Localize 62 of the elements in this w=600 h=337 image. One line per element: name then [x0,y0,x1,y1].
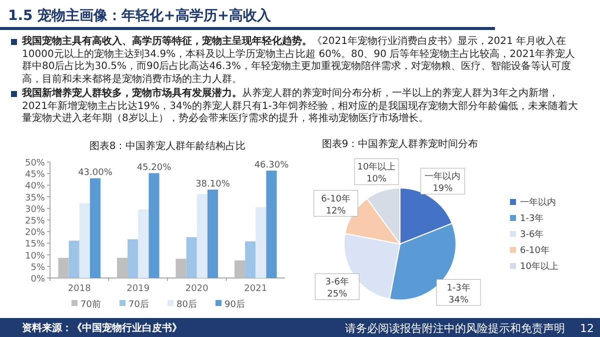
data-label: 12% [326,206,346,216]
x-tick-label: 2018 [68,284,92,294]
legend-label: 3-6年 [520,229,544,240]
bar [266,170,277,278]
chart-title: 图表8：中国养宠人群年龄结构占比 [89,140,246,152]
legend-label: 6-10年 [520,245,550,256]
data-label: 38.10% [196,180,230,190]
legend-label: 70前 [80,299,101,310]
annotation-paragraph: 我国新增养宠人群较多，宠物市场具有发展潜力。从养宠人群的养宠时间分布分析，一半以上的养宠人群为3年之内新增，2021年新增宠物主占比达19%，34%的养宠人群只有1-3年饲养经验，相对应的是我国现存宠物大部分年龄偏低，未来随着大量宠物犬进入老年期（8岁以上），势必会带来医疗需求的提升，将推动宠物医疗市场增长。 [22,88,580,126]
bar [234,260,246,278]
legend-label: 10年以上 [520,261,558,272]
data-label: 45.20% [136,163,172,174]
text: 12 [580,322,594,335]
y-tick-label: 30% [24,204,46,215]
bar [207,190,218,278]
y-tick-label: 50% [24,158,46,168]
slice-label: 一年以内 [424,171,461,182]
legend-label: 70后 [128,299,149,310]
data-label: 46.30% [254,160,290,171]
data-label: 10% [366,174,387,185]
bar [79,203,90,278]
legend-label: 一年以内 [520,197,556,208]
slice-label: 6-10年 [321,193,351,204]
text: 1.5 宠物主画像：年轻化+高学历+高收入 [8,7,272,24]
annotation-paragraph: 我国宠物主具有高收入、高学历等特征，宠物主呈现年轻化趋势。《2021年宠物行业消费白皮书》显示，2021 年月收入在10000元以上的宠物主达到34.9%，本科及以上学历宠物主占比超 60%。80、90 后等年轻宠物主占比较高，2021年养宠人群中80后占比为30.5%，而90后占比高达46.3%，年轻宠物主更加重视宠物陪伴需求，对宠物粮、医疗、智能设备等认可度高，目前和未来都将是宠物消费市场的主力人群。 [22,36,576,86]
y-tick-label: 10% [24,251,46,262]
legend-label: 80后 [176,299,197,310]
x-tick-label: 2019 [126,284,150,294]
data-label: 19% [432,184,454,194]
bar [128,239,138,278]
x-tick-label: 2021 [244,284,268,294]
bar [186,237,197,278]
y-tick-label: 45% [24,170,46,180]
bar [148,173,160,278]
bar [256,207,266,278]
bar [90,178,101,278]
text: 资料来源：《中国宠物行业白皮书》 [22,322,182,334]
chart-title: 图表9：中国养宠人群养宠时间分布 [322,138,478,150]
bar [245,241,256,278]
y-tick-label: 25% [24,216,46,226]
bar [68,240,80,278]
bar [138,210,149,278]
slice-label: 3-6年 [325,276,349,288]
y-tick-label: 15% [24,240,46,250]
legend-label: 1-3年 [520,213,544,224]
slice-label: 10年以上 [357,162,396,173]
y-tick-label: 20% [24,228,46,238]
bar [58,258,69,278]
y-tick-label: 40% [24,182,46,192]
data-label: 43.00% [78,168,113,178]
y-tick-label: 0% [30,274,46,284]
slice-label: 1-3年 [446,282,470,294]
x-tick-label: 2020 [185,284,209,294]
data-label: 34% [448,295,470,306]
data-label: 25% [327,290,348,300]
text: 请务必阅读报告附注中的风险提示和免责声明 [345,322,565,335]
bar [116,258,128,278]
y-tick-label: 5% [30,262,46,273]
bar [176,258,186,278]
legend-label: 90后 [224,299,245,310]
bar [196,194,208,278]
y-tick-label: 35% [24,193,46,204]
